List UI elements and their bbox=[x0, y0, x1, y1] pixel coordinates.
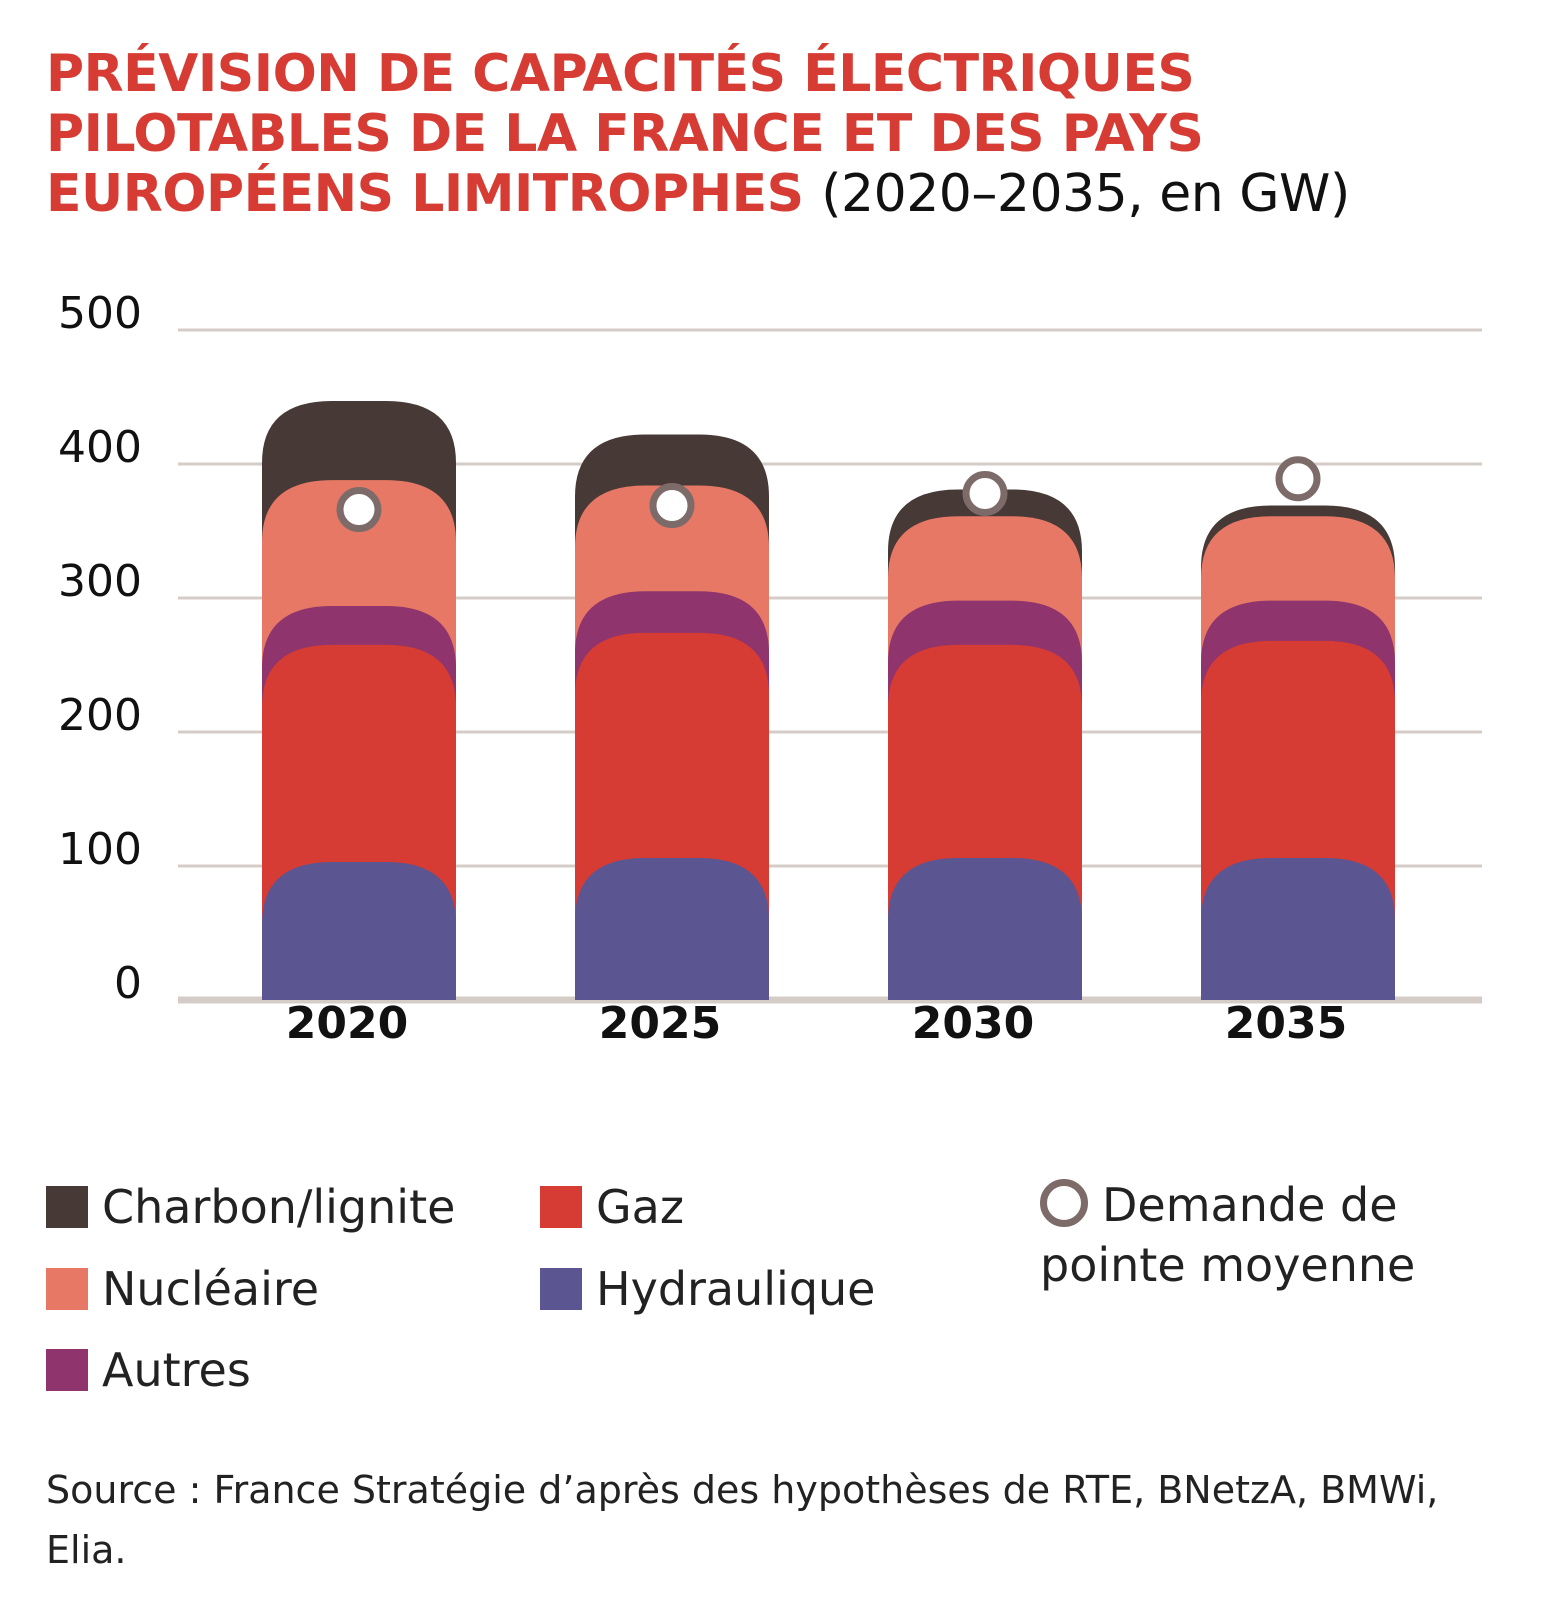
demand-marker-2025 bbox=[649, 483, 695, 529]
x-tick-label: 2035 bbox=[1225, 998, 1347, 1049]
legend-item-autres: Autres bbox=[46, 1343, 251, 1397]
y-tick-label: 0 bbox=[114, 958, 142, 1009]
legend-swatch-autres bbox=[46, 1349, 88, 1391]
x-tick-label: 2030 bbox=[912, 998, 1034, 1049]
legend-swatch-hydraulique bbox=[540, 1268, 582, 1310]
y-tick-label: 400 bbox=[58, 422, 142, 473]
legend-item-gaz: Gaz bbox=[540, 1180, 684, 1234]
legend-swatch-gaz bbox=[540, 1186, 582, 1228]
ring-marker-icon bbox=[1040, 1179, 1088, 1227]
legend-swatch-nucleaire bbox=[46, 1268, 88, 1310]
y-tick-label: 200 bbox=[58, 690, 142, 741]
bar-segment-hydraulique-2020 bbox=[262, 861, 456, 1000]
legend-item-charbon: Charbon/lignite bbox=[46, 1180, 455, 1234]
bar-segment-hydraulique-2030 bbox=[888, 857, 1082, 1000]
demand-marker-2030 bbox=[962, 470, 1008, 516]
legend-label: Hydraulique bbox=[596, 1262, 876, 1316]
bar-segment-hydraulique-2035 bbox=[1201, 857, 1395, 1000]
x-tick-label: 2020 bbox=[286, 998, 408, 1049]
legend-label: Charbon/lignite bbox=[102, 1180, 456, 1234]
source-note: Source : France Stratégie d’après des hy… bbox=[46, 1468, 1439, 1572]
demand-marker-2035 bbox=[1275, 456, 1321, 502]
bar-segment-hydraulique-2025 bbox=[575, 857, 769, 1000]
legend-swatch-charbon bbox=[46, 1186, 88, 1228]
chart-title: PRÉVISION DE CAPACITÉS ÉLECTRIQUES PILOT… bbox=[46, 44, 1526, 224]
legend-item-demande: Demande de pointe moyenne bbox=[1040, 1175, 1420, 1295]
chart-title-main: PRÉVISION DE CAPACITÉS ÉLECTRIQUES PILOT… bbox=[46, 44, 1204, 224]
legend-item-hydraulique: Hydraulique bbox=[540, 1262, 875, 1316]
y-tick-label: 500 bbox=[58, 288, 142, 339]
stacked-bar-chart: 0 100 200 300 400 500 2020 2025 2030 2035 bbox=[58, 288, 1482, 1049]
legend-label: Gaz bbox=[596, 1180, 684, 1234]
x-tick-label: 2025 bbox=[599, 998, 721, 1049]
demand-marker-2020 bbox=[336, 487, 382, 533]
legend-item-nucleaire: Nucléaire bbox=[46, 1262, 319, 1316]
chart-subtitle: (2020–2035, en GW) bbox=[821, 164, 1350, 224]
y-tick-label: 100 bbox=[58, 824, 142, 875]
legend-label: Autres bbox=[102, 1343, 251, 1397]
y-tick-label: 300 bbox=[58, 556, 142, 607]
legend-label: Nucléaire bbox=[102, 1262, 320, 1316]
legend-label: Demande de pointe moyenne bbox=[1040, 1178, 1416, 1292]
